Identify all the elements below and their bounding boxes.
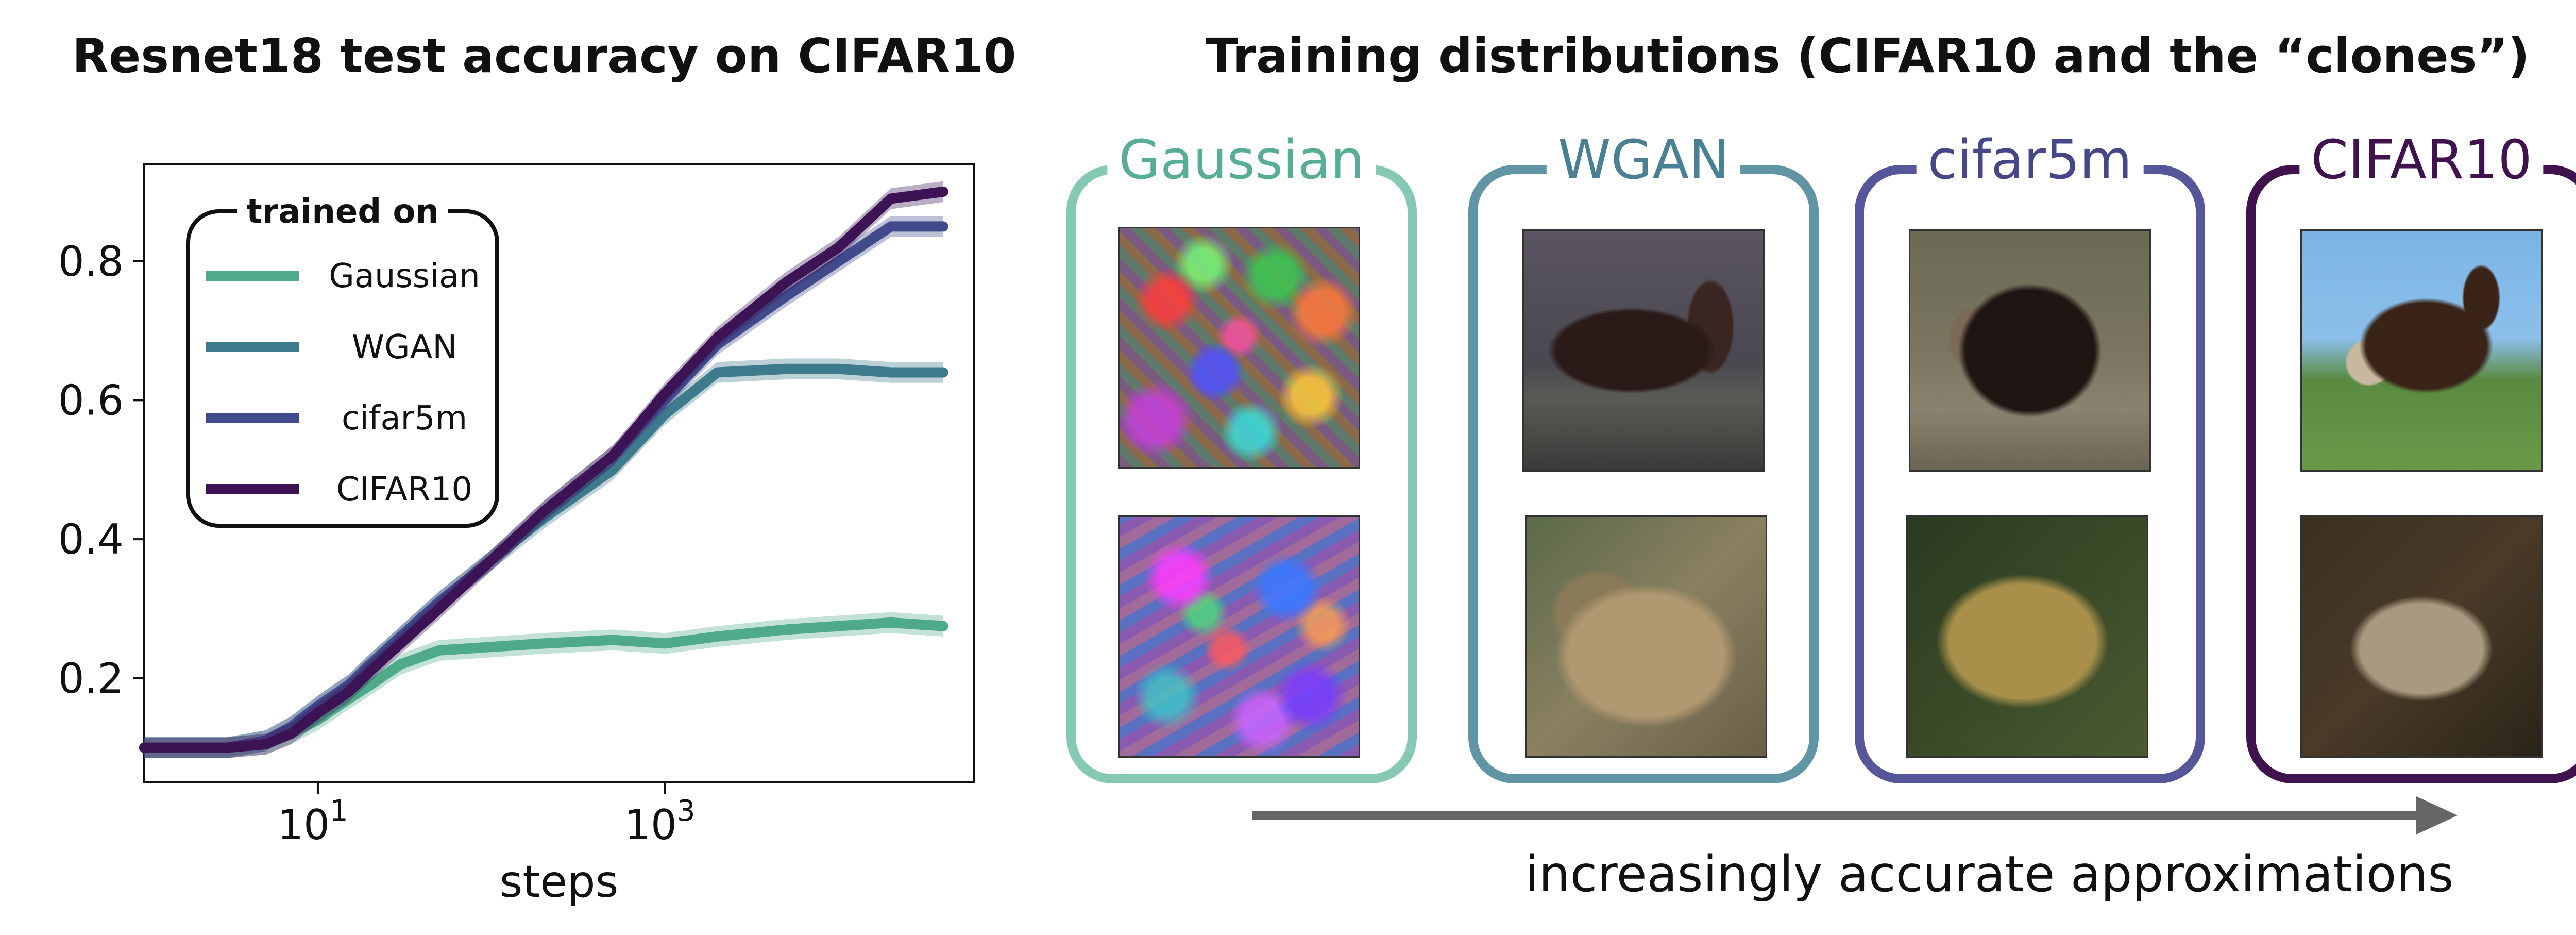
legend-title: trained on — [246, 193, 439, 231]
arrow-head — [2416, 796, 2458, 834]
wgan-sample-horse — [1522, 229, 1765, 472]
y-tick-label: 0.4 — [58, 515, 124, 563]
legend-label-gaussian: Gaussian — [329, 257, 480, 295]
series-band-cifar10 — [144, 181, 943, 758]
right-title: Training distributions (CIFAR10 and the … — [1206, 28, 2530, 84]
cifar10-sample-frog — [2300, 515, 2543, 758]
y-tick-label: 0.8 — [58, 238, 124, 286]
legend-label-wgan: WGAN — [352, 328, 457, 366]
series-layer — [139, 181, 948, 758]
y-ticks: 0.2 0.4 0.6 0.8 — [58, 238, 144, 703]
panel-label-cifar10: CIFAR10 — [2299, 126, 2544, 193]
x-ticks: 101 103 — [277, 782, 696, 849]
y-tick-label: 0.2 — [58, 655, 124, 703]
legend-label-cifar5m: cifar5m — [342, 399, 467, 438]
plot-frame — [143, 163, 975, 783]
gaussian-sample-frog — [1118, 515, 1360, 758]
cifar5m-sample-horse — [1909, 229, 2151, 472]
left-title: Resnet18 test accuracy on CIFAR10 — [72, 28, 1016, 84]
panel-label-wgan: WGAN — [1546, 126, 1741, 193]
panel-label-cifar5m: cifar5m — [1916, 126, 2144, 193]
cifar10-sample-horse — [2300, 229, 2543, 472]
arrow-caption: increasingly accurate approximations — [1525, 845, 2454, 903]
panel-label-gaussian: Gaussian — [1107, 126, 1376, 193]
wgan-sample-frog — [1525, 515, 1767, 758]
legend-title-bg — [237, 198, 448, 229]
legend: trained on Gaussian WGAN cifar5m CIFAR10 — [186, 193, 499, 528]
gaussian-sample-horse — [1118, 227, 1360, 469]
legend-entries: Gaussian WGAN cifar5m CIFAR10 — [206, 257, 480, 509]
legend-label-cifar10: CIFAR10 — [336, 471, 472, 509]
cifar5m-sample-frog — [1906, 515, 2148, 758]
series-line-cifar10 — [139, 186, 948, 753]
x-axis-label: steps — [500, 856, 619, 908]
y-tick-label: 0.6 — [58, 376, 124, 424]
x-tick-label: 101 — [277, 794, 348, 849]
x-tick-label: 103 — [624, 794, 695, 849]
